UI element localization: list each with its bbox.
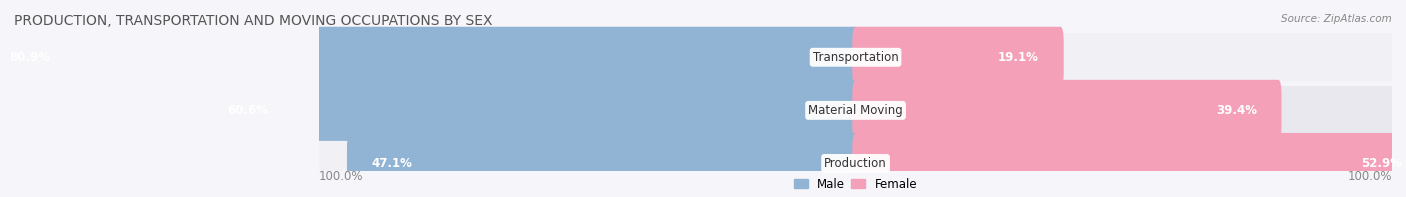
FancyBboxPatch shape: [852, 133, 1406, 194]
Legend: Male, Female: Male, Female: [789, 173, 922, 196]
Text: 52.9%: 52.9%: [1361, 157, 1402, 170]
FancyBboxPatch shape: [319, 33, 1392, 82]
Text: Material Moving: Material Moving: [808, 104, 903, 117]
FancyBboxPatch shape: [852, 80, 1281, 141]
FancyBboxPatch shape: [319, 139, 1392, 188]
Text: Source: ZipAtlas.com: Source: ZipAtlas.com: [1281, 14, 1392, 24]
Text: 80.9%: 80.9%: [8, 51, 51, 64]
Text: 47.1%: 47.1%: [371, 157, 412, 170]
FancyBboxPatch shape: [0, 27, 859, 88]
Text: Production: Production: [824, 157, 887, 170]
Text: PRODUCTION, TRANSPORTATION AND MOVING OCCUPATIONS BY SEX: PRODUCTION, TRANSPORTATION AND MOVING OC…: [14, 14, 492, 28]
FancyBboxPatch shape: [347, 133, 859, 194]
FancyBboxPatch shape: [852, 27, 1064, 88]
FancyBboxPatch shape: [319, 86, 1392, 135]
Text: 100.0%: 100.0%: [1347, 170, 1392, 183]
Text: 39.4%: 39.4%: [1216, 104, 1257, 117]
FancyBboxPatch shape: [202, 80, 859, 141]
Text: 19.1%: 19.1%: [998, 51, 1039, 64]
Text: 60.6%: 60.6%: [226, 104, 267, 117]
Text: Transportation: Transportation: [813, 51, 898, 64]
Text: 100.0%: 100.0%: [319, 170, 364, 183]
